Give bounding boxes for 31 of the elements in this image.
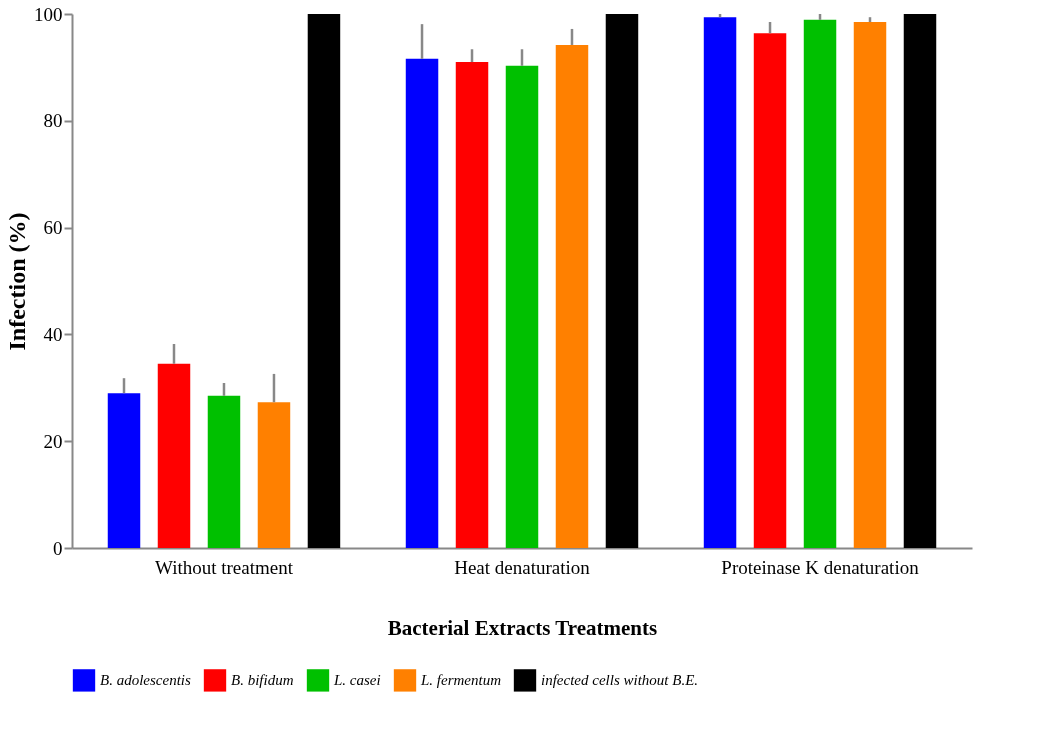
x-axis-title: Bacterial Extracts Treatments [387,615,658,640]
bar [157,363,191,548]
y-tick-label: 60 [43,217,63,239]
bar [803,19,837,548]
legend-label: L. casei [333,672,381,689]
x-tick-label: Heat denaturation [454,556,591,578]
y-tick-label: 80 [43,110,63,132]
y-tick-label: 40 [43,323,63,345]
bar [903,14,937,548]
legend-label: B. bifidum [231,672,294,689]
y-axis-title: Infection (%) [4,212,30,351]
bar [207,395,241,548]
bar [753,33,787,548]
legend-label: infected cells without B.E. [541,672,699,689]
bar [307,14,341,548]
bar [703,17,737,548]
bar [505,65,539,548]
x-tick-label: Proteinase K denaturation [721,556,920,578]
bar [555,44,589,548]
bar [853,22,887,548]
bar [455,62,489,548]
legend-label: L. fermentum [420,672,502,689]
legend-label: B. adolescentis [100,672,191,689]
bar [107,393,141,548]
y-tick-label: 20 [43,430,63,452]
bar [605,14,639,548]
x-tick-label: Without treatment [154,556,294,578]
y-tick-label: 0 [53,537,63,559]
y-tick-label: 100 [34,3,63,25]
bar [257,402,291,548]
bar [405,58,439,548]
